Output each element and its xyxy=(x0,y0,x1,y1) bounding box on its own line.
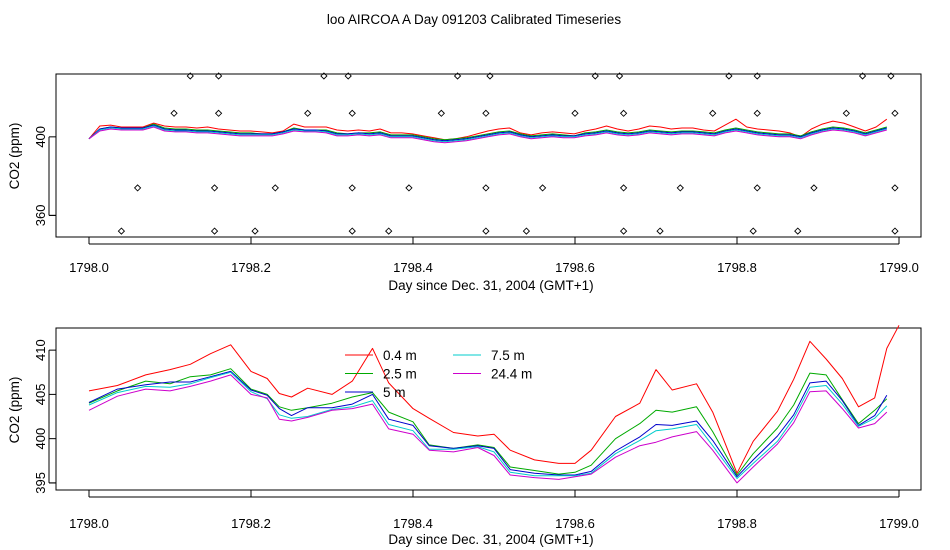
y-tick-label: 405 xyxy=(33,384,48,406)
x-tick-label: 1798.6 xyxy=(555,260,595,275)
y-axis-bottom: 395 400 405 410 xyxy=(33,339,56,494)
diagnostic-point xyxy=(619,227,628,235)
diagnostic-point xyxy=(117,227,126,235)
y-tick-label: 400 xyxy=(33,428,48,450)
legend-label: 2.5 m xyxy=(383,367,417,382)
x-tick-label: 1798.2 xyxy=(231,260,271,275)
diagnostic-point xyxy=(709,109,717,117)
x-tick-label: 1798.8 xyxy=(717,516,757,531)
legend-label: 7.5 m xyxy=(491,348,525,363)
diagnostic-point xyxy=(344,72,352,80)
series-line-2 xyxy=(88,124,887,142)
diagnostic-point xyxy=(794,227,802,235)
series-line-0-4-m xyxy=(88,325,900,474)
x-tick-label: 1799.0 xyxy=(879,260,919,275)
diagnostic-point xyxy=(891,184,899,192)
x-tick-label: 1799.0 xyxy=(879,516,919,531)
diagnostic-point xyxy=(842,109,850,117)
series-line-24-4-m xyxy=(88,374,888,484)
diagnostic-point xyxy=(348,227,356,235)
series-layer-bottom xyxy=(88,325,900,484)
diagnostic-point xyxy=(619,184,628,192)
y-tick-label: 395 xyxy=(33,472,48,494)
x-tick-label: 1798.4 xyxy=(393,516,433,531)
panel-bottom: 1798.0 1798.2 1798.4 1798.6 1798.8 1799.0 395… xyxy=(7,325,922,547)
series-line-0 xyxy=(88,118,888,141)
x-tick-label: 1798.2 xyxy=(231,516,271,531)
diagnostic-point xyxy=(753,72,761,80)
panel-top: 1798.0 1798.2 1798.4 1798.6 1798.8 1799.0 360… xyxy=(7,72,922,293)
y-tick-label: 410 xyxy=(33,339,48,361)
y-axis-title-bottom: CO2 (ppm) xyxy=(7,377,22,444)
diagnostic-point xyxy=(725,72,733,80)
legend-label: 5 m xyxy=(383,385,406,400)
x-axis-title-bottom: Day since Dec. 31, 2004 (GMT+1) xyxy=(388,532,593,547)
diagnostic-points xyxy=(117,72,899,235)
series-line-1 xyxy=(88,123,887,141)
diagnostic-point xyxy=(348,109,356,117)
diagnostic-point xyxy=(482,184,490,192)
diagnostic-point xyxy=(615,72,624,80)
x-tick-label: 1798.0 xyxy=(69,516,109,531)
diagnostic-point xyxy=(214,72,223,80)
series-layer-top xyxy=(88,118,888,144)
diagnostic-point xyxy=(271,184,279,192)
diagnostic-point xyxy=(348,184,356,192)
diagnostic-point xyxy=(538,184,547,192)
series-line-4 xyxy=(88,126,887,144)
diagnostic-point xyxy=(571,109,579,117)
x-axis-bottom: 1798.0 1798.2 1798.4 1798.6 1798.8 1799.0 xyxy=(69,490,919,531)
diagnostic-point xyxy=(619,109,628,117)
diagnostic-point xyxy=(891,109,899,117)
legend-label: 24.4 m xyxy=(491,367,532,382)
diagnostic-point xyxy=(210,227,219,235)
diagnostic-point xyxy=(482,109,490,117)
series-line-3 xyxy=(88,125,887,143)
plot-frame-bottom xyxy=(55,327,922,491)
y-axis-title-top: CO2 (ppm) xyxy=(7,123,22,190)
x-tick-label: 1798.8 xyxy=(717,260,757,275)
x-tick-label: 1798.0 xyxy=(69,260,109,275)
legend-label: 0.4 m xyxy=(383,348,417,363)
x-tick-label: 1798.6 xyxy=(555,516,595,531)
diagnostic-point xyxy=(591,72,599,80)
x-tick-label: 1798.4 xyxy=(393,260,433,275)
diagnostic-point xyxy=(522,227,531,235)
legend: 0.4 m 2.5 m 5 m 7.5 m 24.4 m xyxy=(345,348,532,400)
x-axis-title-top: Day since Dec. 31, 2004 (GMT+1) xyxy=(388,278,593,293)
diagnostic-point xyxy=(453,72,462,80)
diagnostic-point xyxy=(210,184,219,192)
diagnostic-point xyxy=(656,227,664,235)
diagnostic-point xyxy=(385,227,393,235)
diagnostic-point xyxy=(676,184,684,192)
diagnostic-point xyxy=(214,109,223,117)
series-line-2-5-m xyxy=(88,368,888,476)
diagnostic-point xyxy=(753,184,761,192)
y-tick-label: 400 xyxy=(33,126,48,148)
diagnostic-point xyxy=(482,227,490,235)
diagnostic-point xyxy=(405,184,413,192)
x-axis-top: 1798.0 1798.2 1798.4 1798.6 1798.8 1799.0 xyxy=(69,237,919,275)
chart-title: loo AIRCOA A Day 091203 Calibrated Times… xyxy=(327,12,621,27)
diagnostic-point xyxy=(891,227,899,235)
diagnostic-point xyxy=(486,72,494,80)
diagnostic-point xyxy=(810,184,818,192)
diagnostic-point xyxy=(133,184,142,192)
diagnostic-point xyxy=(251,227,259,235)
diagnostic-point xyxy=(170,109,178,117)
y-axis-top: 360 400 xyxy=(33,126,56,226)
diagnostic-point xyxy=(320,72,328,80)
diagnostic-point xyxy=(749,227,757,235)
diagnostic-point xyxy=(304,109,312,117)
diagnostic-point xyxy=(186,72,194,80)
series-line-7-5-m xyxy=(88,371,888,479)
diagnostic-point xyxy=(437,109,445,117)
series-line-5-m xyxy=(88,370,888,478)
diagnostic-point xyxy=(753,109,761,117)
y-tick-label: 360 xyxy=(33,205,48,227)
diagnostic-point xyxy=(858,72,867,80)
diagnostic-point xyxy=(887,72,895,80)
plot-frame-top xyxy=(55,73,922,238)
